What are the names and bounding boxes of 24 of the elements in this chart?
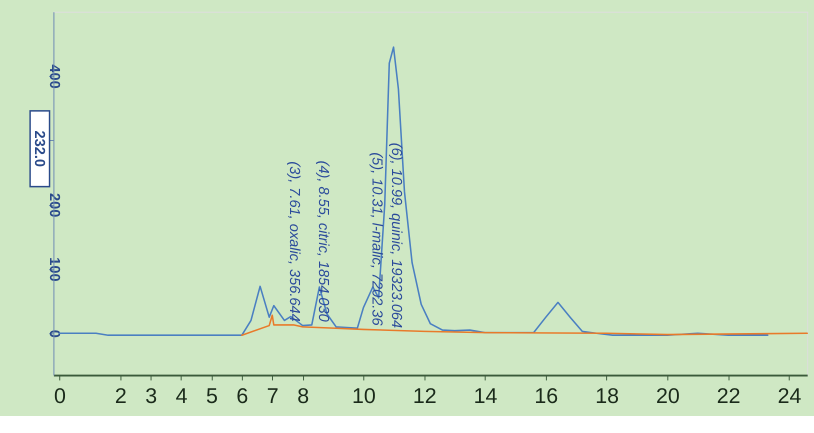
annotation: (5), 10.31, l-malic, 7202.36	[368, 152, 384, 326]
x-tick-label: 20	[656, 384, 680, 408]
y-tick-label: 100	[46, 257, 62, 282]
text: 232.0	[30, 130, 47, 167]
x-tick-label: 5	[206, 384, 218, 408]
x-tick-label: 18	[595, 384, 619, 408]
annotation: (3), 7.61, oxalic, 356.644	[286, 161, 302, 322]
x-tick-label: 12	[412, 384, 437, 408]
x-tick-label: 4	[176, 384, 188, 408]
x-tick-label: 8	[297, 384, 310, 408]
x-tick-label: 22	[716, 384, 741, 408]
x-tick-label: 14	[474, 384, 498, 408]
x-tick-label: 3	[145, 384, 158, 408]
x-tick-label: 2	[114, 384, 127, 408]
annotation: (6), 10.99, quinic, 19323.064	[388, 142, 404, 328]
x-tick-label: 6	[236, 384, 248, 408]
line-series	[58, 46, 768, 336]
x-tick-label: 10	[352, 384, 376, 408]
x-tick-label: 24	[778, 384, 802, 408]
x-tick-label: 7	[266, 384, 279, 408]
x-tick-label: 16	[534, 384, 558, 408]
y-tick-label: 200	[46, 193, 62, 218]
y-tick-label: 400	[46, 64, 62, 89]
annotation: (4), 8.55, citric, 1854.030	[315, 160, 332, 322]
